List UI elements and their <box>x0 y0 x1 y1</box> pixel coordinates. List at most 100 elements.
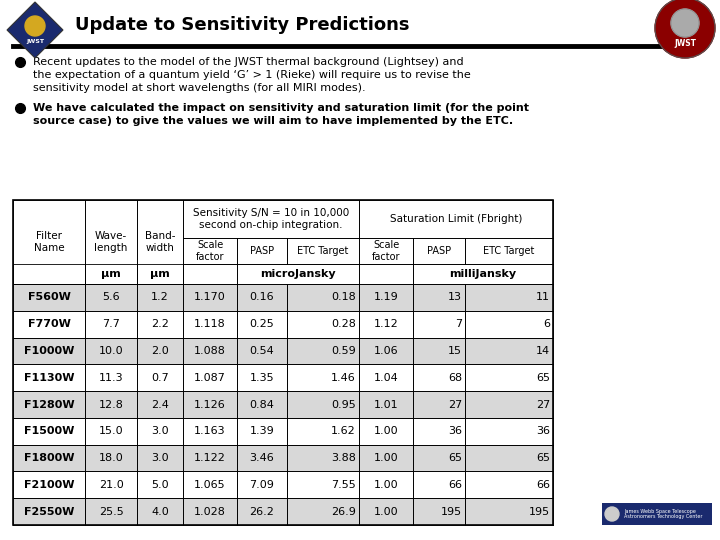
Text: 2.0: 2.0 <box>151 346 169 356</box>
Bar <box>465 391 553 418</box>
Text: 10.0: 10.0 <box>99 346 123 356</box>
Bar <box>465 498 553 525</box>
Text: 1.122: 1.122 <box>194 453 226 463</box>
Bar <box>137 498 183 525</box>
Text: 195: 195 <box>441 507 462 517</box>
Circle shape <box>655 0 715 58</box>
Text: 12.8: 12.8 <box>99 400 123 409</box>
Bar <box>465 284 553 311</box>
Text: 3.0: 3.0 <box>151 453 168 463</box>
Text: 27: 27 <box>536 400 550 409</box>
Bar <box>287 444 359 471</box>
Text: 1.00: 1.00 <box>374 426 398 436</box>
Text: James Webb Space Telescope
Astronomers Technology Center: James Webb Space Telescope Astronomers T… <box>624 509 703 519</box>
Text: 1.04: 1.04 <box>374 373 398 383</box>
Bar <box>183 444 237 471</box>
Bar <box>85 444 137 471</box>
Bar <box>237 444 287 471</box>
Circle shape <box>25 16 45 36</box>
Text: sensitivity model at short wavelengths (for all MIRI modes).: sensitivity model at short wavelengths (… <box>33 83 366 93</box>
Bar <box>137 284 183 311</box>
Text: JWST: JWST <box>26 39 44 44</box>
Bar <box>137 391 183 418</box>
Text: 5.0: 5.0 <box>151 480 168 490</box>
Bar <box>359 391 413 418</box>
Text: 65: 65 <box>536 453 550 463</box>
Text: μm: μm <box>150 269 170 279</box>
Text: 25.5: 25.5 <box>99 507 123 517</box>
Text: Scale
factor: Scale factor <box>372 240 400 262</box>
Text: 65: 65 <box>448 453 462 463</box>
Text: 7.09: 7.09 <box>250 480 274 490</box>
Text: F560W: F560W <box>27 292 71 302</box>
Bar <box>183 391 237 418</box>
Text: 66: 66 <box>536 480 550 490</box>
Text: ETC Target: ETC Target <box>483 246 535 256</box>
Text: 1.126: 1.126 <box>194 400 226 409</box>
Text: 0.7: 0.7 <box>151 373 169 383</box>
Text: F2550W: F2550W <box>24 507 74 517</box>
Text: Wave-
length: Wave- length <box>94 231 127 253</box>
Text: F1500W: F1500W <box>24 426 74 436</box>
Text: 4.0: 4.0 <box>151 507 169 517</box>
Text: 1.065: 1.065 <box>194 480 226 490</box>
Text: 1.00: 1.00 <box>374 480 398 490</box>
Text: 1.2: 1.2 <box>151 292 169 302</box>
Text: 0.18: 0.18 <box>331 292 356 302</box>
Bar <box>183 338 237 364</box>
Bar <box>13 284 85 311</box>
Bar <box>85 338 137 364</box>
Bar <box>85 391 137 418</box>
Text: 7.7: 7.7 <box>102 319 120 329</box>
Bar <box>13 338 85 364</box>
Bar <box>13 444 85 471</box>
Text: F1280W: F1280W <box>24 400 74 409</box>
Text: Update to Sensitivity Predictions: Update to Sensitivity Predictions <box>75 16 410 34</box>
Bar <box>602 503 712 525</box>
Text: 1.12: 1.12 <box>374 319 398 329</box>
Bar <box>237 338 287 364</box>
Bar <box>183 498 237 525</box>
Text: 66: 66 <box>448 480 462 490</box>
Text: Sensitivity S/N = 10 in 10,000
second on-chip integration.: Sensitivity S/N = 10 in 10,000 second on… <box>193 208 349 230</box>
Text: 0.95: 0.95 <box>331 400 356 409</box>
Text: 1.088: 1.088 <box>194 346 226 356</box>
Text: 13: 13 <box>448 292 462 302</box>
Text: 27: 27 <box>448 400 462 409</box>
Text: F1130W: F1130W <box>24 373 74 383</box>
Text: 26.9: 26.9 <box>331 507 356 517</box>
Text: 14: 14 <box>536 346 550 356</box>
Bar <box>359 284 413 311</box>
Text: 3.0: 3.0 <box>151 426 168 436</box>
Bar <box>85 498 137 525</box>
Bar <box>13 391 85 418</box>
Text: Band-
width: Band- width <box>145 231 175 253</box>
Text: ETC Target: ETC Target <box>297 246 348 256</box>
Text: 1.028: 1.028 <box>194 507 226 517</box>
Bar <box>287 498 359 525</box>
Text: JWST: JWST <box>674 39 696 49</box>
Bar <box>237 284 287 311</box>
Text: 0.54: 0.54 <box>250 346 274 356</box>
Bar <box>237 391 287 418</box>
Text: 1.087: 1.087 <box>194 373 226 383</box>
Text: 1.06: 1.06 <box>374 346 398 356</box>
Text: 1.01: 1.01 <box>374 400 398 409</box>
Text: 0.28: 0.28 <box>331 319 356 329</box>
Text: 18.0: 18.0 <box>99 453 123 463</box>
Bar <box>413 498 465 525</box>
Bar <box>237 498 287 525</box>
Text: Saturation Limit (Fbright): Saturation Limit (Fbright) <box>390 214 522 224</box>
Text: F770W: F770W <box>27 319 71 329</box>
Text: 5.6: 5.6 <box>102 292 120 302</box>
Text: 1.39: 1.39 <box>250 426 274 436</box>
Text: Filter
Name: Filter Name <box>34 231 64 253</box>
Bar <box>359 444 413 471</box>
Text: 1.35: 1.35 <box>250 373 274 383</box>
Text: 65: 65 <box>536 373 550 383</box>
Bar <box>13 200 553 525</box>
Text: 195: 195 <box>529 507 550 517</box>
Bar <box>137 338 183 364</box>
Polygon shape <box>7 2 63 58</box>
Text: 1.00: 1.00 <box>374 453 398 463</box>
